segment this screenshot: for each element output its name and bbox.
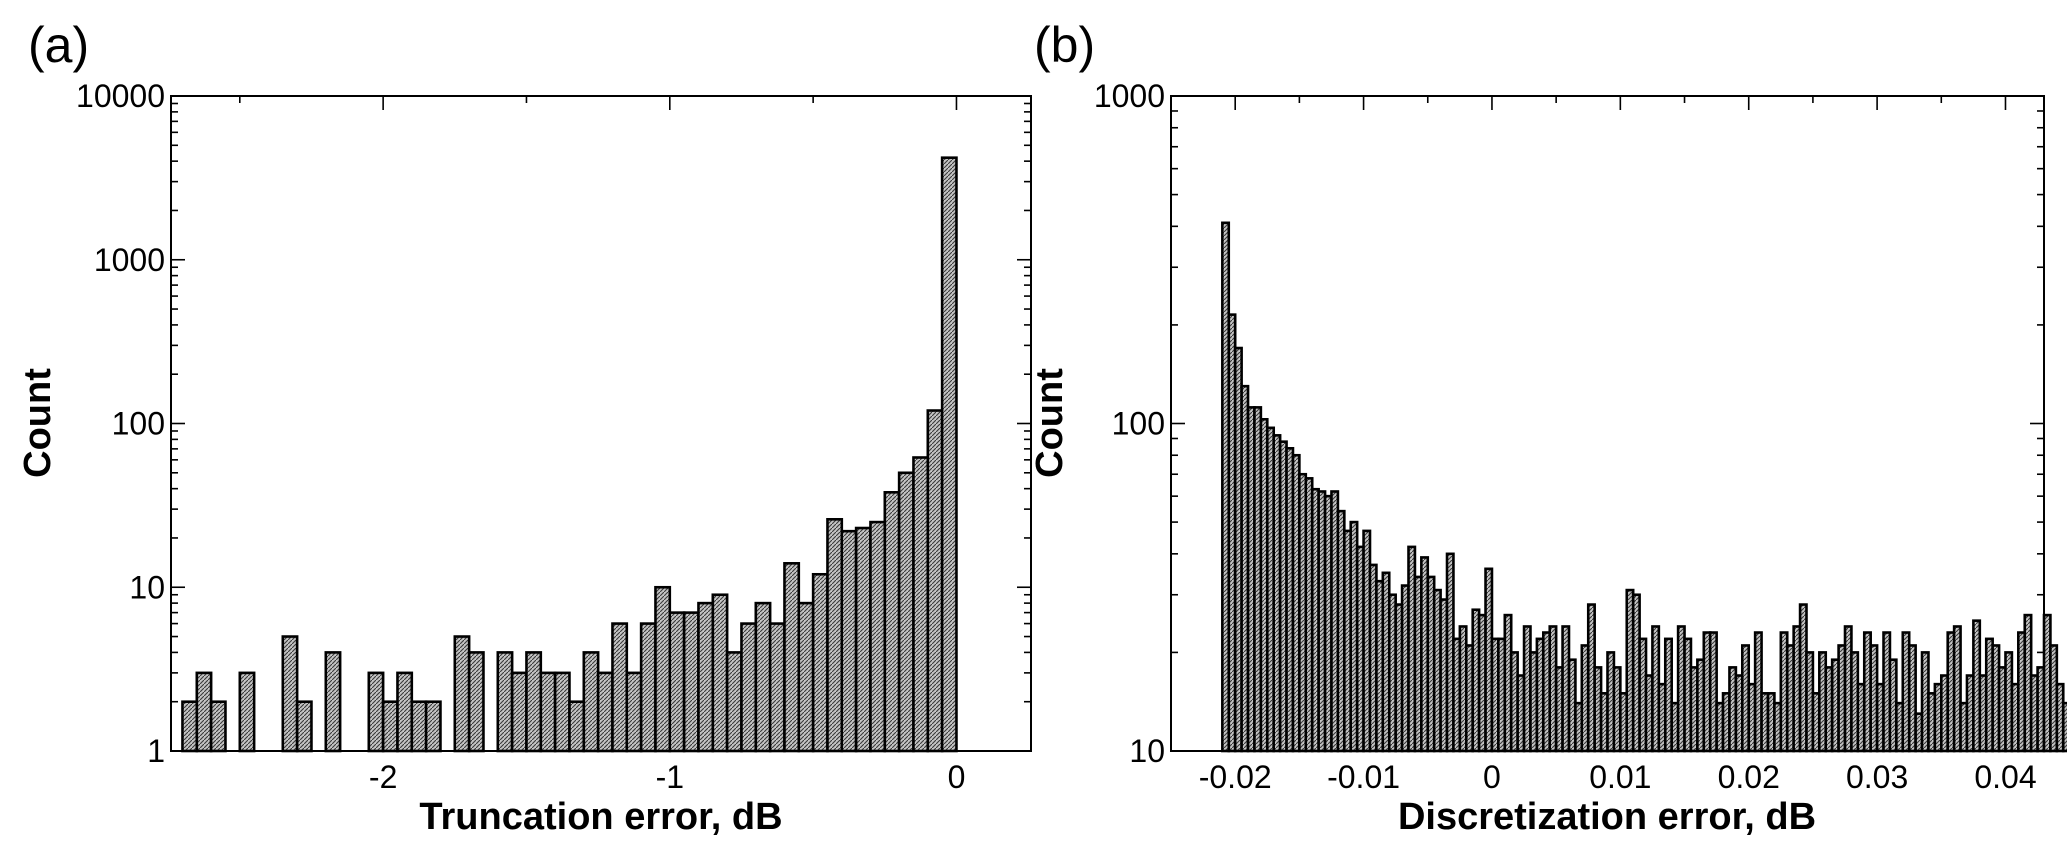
x-tick-label: 0.03 bbox=[1846, 759, 1908, 795]
x-tick-label: -1 bbox=[656, 759, 684, 795]
bar bbox=[553, 671, 571, 753]
bar bbox=[453, 635, 471, 753]
bar bbox=[568, 700, 586, 753]
bar bbox=[424, 700, 442, 753]
bar bbox=[625, 671, 643, 753]
bar bbox=[496, 651, 514, 753]
y-axis-title-a: Count bbox=[17, 368, 59, 478]
bar bbox=[668, 611, 686, 753]
bar bbox=[281, 635, 299, 753]
y-tick-label: 1000 bbox=[1094, 78, 1165, 114]
x-tick-label: 0 bbox=[1483, 759, 1501, 795]
x-tick-label: -0.01 bbox=[1327, 759, 1400, 795]
y-tick-label: 10 bbox=[1129, 733, 1165, 769]
bar bbox=[295, 700, 313, 753]
bar bbox=[181, 700, 199, 753]
y-tick-label: 100 bbox=[1112, 406, 1165, 442]
bar bbox=[367, 671, 385, 753]
x-tick-label: 0.01 bbox=[1589, 759, 1651, 795]
bar bbox=[883, 491, 901, 753]
y-axis-title-b: Count bbox=[1029, 368, 1071, 478]
y-tick-label: 1 bbox=[147, 733, 165, 769]
bar bbox=[783, 562, 801, 753]
bar bbox=[926, 409, 944, 753]
y-tick-label: 1000 bbox=[94, 242, 165, 278]
x-tick-label: 0.02 bbox=[1718, 759, 1780, 795]
x-tick-label: -0.02 bbox=[1199, 759, 1272, 795]
bar bbox=[410, 700, 428, 753]
ticks-b: -0.02 -0.01 0 0.01 0.02 0.03 0.04 10 100 1000 bbox=[1094, 78, 2044, 795]
x-axis-title-b: Discretization error, dB bbox=[1398, 796, 1816, 838]
bar bbox=[811, 572, 829, 753]
bar bbox=[711, 593, 729, 753]
panel-b: (b) -0.02 -0.01 0 0.01 0.02 0.03 0.04 10 100 1000… bbox=[1029, 17, 2067, 838]
bar bbox=[611, 622, 629, 753]
x-tick-label: -2 bbox=[369, 759, 397, 795]
bar bbox=[596, 671, 614, 753]
bar bbox=[639, 622, 657, 753]
plot-frame-a bbox=[170, 95, 1032, 752]
y-tick-label: 10000 bbox=[76, 78, 165, 114]
ticks-a: -2 -1 0 1 10 100 1000 10000 bbox=[76, 78, 1031, 795]
bar bbox=[381, 700, 399, 753]
bar bbox=[768, 622, 786, 753]
plot-frame-b bbox=[1170, 95, 2045, 752]
x-tick-label: 0.04 bbox=[1974, 759, 2036, 795]
panel-b-label: (b) bbox=[1034, 17, 1095, 73]
bar bbox=[682, 611, 700, 753]
bar bbox=[797, 601, 815, 753]
bar bbox=[582, 651, 600, 753]
bar bbox=[195, 671, 213, 753]
bar bbox=[510, 671, 528, 753]
bar bbox=[940, 156, 958, 753]
y-tick-label: 100 bbox=[112, 406, 165, 442]
bar bbox=[539, 671, 557, 753]
bar bbox=[697, 601, 715, 753]
bar bbox=[854, 526, 872, 753]
bar bbox=[525, 651, 543, 753]
bar bbox=[840, 529, 858, 753]
bar bbox=[238, 671, 256, 753]
bar bbox=[725, 651, 743, 753]
bar bbox=[754, 601, 772, 753]
bar bbox=[869, 520, 887, 753]
bar bbox=[324, 651, 342, 753]
bar bbox=[826, 517, 844, 753]
x-axis-title-a: Truncation error, dB bbox=[419, 796, 782, 838]
bar bbox=[2061, 701, 2067, 753]
x-tick-label: 0 bbox=[948, 759, 966, 795]
bar bbox=[897, 471, 915, 753]
bar bbox=[209, 700, 227, 753]
bar bbox=[396, 671, 414, 753]
bars-b bbox=[1221, 221, 2067, 753]
panel-a: (a) -2 -1 0 1 10 100 1000 10000 Truncation erro… bbox=[17, 17, 1032, 838]
panel-a-label: (a) bbox=[28, 17, 89, 73]
bar bbox=[654, 585, 672, 753]
bar bbox=[467, 651, 485, 753]
bar bbox=[912, 456, 930, 753]
bar bbox=[740, 622, 758, 753]
y-tick-label: 10 bbox=[129, 569, 165, 605]
bars-a bbox=[181, 156, 958, 753]
